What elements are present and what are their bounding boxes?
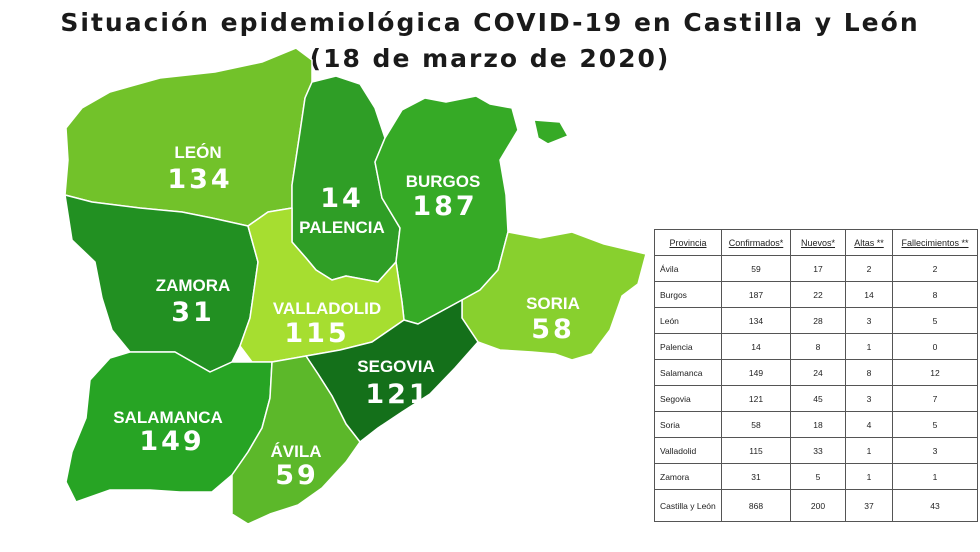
table-cell: 43 (892, 489, 978, 522)
table-cell: 3 (845, 307, 893, 334)
covid-table: Provincia Confirmados* Nuevos* Altas ** … (654, 229, 978, 522)
province-leon[interactable] (64, 47, 313, 227)
label-leon-name: LEÓN (174, 143, 221, 162)
table-cell: 22 (790, 281, 846, 308)
label-palencia-name: PALENCIA (299, 218, 385, 237)
table-row: Ávila 59 17 2 2 (654, 255, 978, 282)
table-cell: 18 (790, 411, 846, 438)
map-title: Situación epidemiológica COVID-19 en Cas… (60, 8, 920, 37)
table-cell: 0 (892, 333, 978, 360)
table-cell: 1 (845, 437, 893, 464)
header-confirmados: Confirmados* (721, 229, 791, 256)
label-segovia-name: SEGOVIA (357, 357, 434, 376)
label-palencia-cases: 14 (320, 183, 364, 214)
table-cell-provincia: Palencia (654, 333, 722, 360)
castilla-leon-map: LEÓN 134 14 PALENCIA BURGOS 187 ZAMORA 3… (64, 47, 647, 525)
table-cell: 5 (892, 411, 978, 438)
header-nuevos: Nuevos* (790, 229, 846, 256)
table-cell: 58 (721, 411, 791, 438)
table-cell: 45 (790, 385, 846, 412)
table-cell: 134 (721, 307, 791, 334)
table-cell-provincia: Ávila (654, 255, 722, 282)
table-row: Castilla y León 868 200 37 43 (654, 489, 978, 522)
table-cell: 14 (721, 333, 791, 360)
table-cell: 8 (845, 359, 893, 386)
table-row: Segovia 121 45 3 7 (654, 385, 978, 412)
table-row: León 134 28 3 5 (654, 307, 978, 334)
label-salamanca-cases: 149 (139, 426, 204, 457)
table-cell-provincia: Zamora (654, 463, 722, 490)
table-row: Salamanca 149 24 8 12 (654, 359, 978, 386)
table-cell-provincia: Salamanca (654, 359, 722, 386)
label-soria-name: SORIA (526, 294, 580, 313)
table-row: Burgos 187 22 14 8 (654, 281, 978, 308)
label-salamanca-name: SALAMANCA (113, 408, 223, 427)
province-avila[interactable] (231, 355, 361, 525)
table-cell: 2 (892, 255, 978, 282)
table-cell: 121 (721, 385, 791, 412)
province-salamanca[interactable] (65, 351, 273, 503)
label-burgos-name: BURGOS (406, 172, 481, 191)
table-cell-provincia: Segovia (654, 385, 722, 412)
label-valladolid-name: VALLADOLID (273, 299, 381, 318)
map-date: (18 de marzo de 2020) (309, 44, 671, 73)
table-cell: 5 (892, 307, 978, 334)
table-row: Valladolid 115 33 1 3 (654, 437, 978, 464)
table-row: Soria 58 18 4 5 (654, 411, 978, 438)
table-cell: 14 (845, 281, 893, 308)
table-cell-provincia: Soria (654, 411, 722, 438)
table-cell-provincia: Valladolid (654, 437, 722, 464)
table-row: Zamora 31 5 1 1 (654, 463, 978, 490)
label-segovia-cases: 121 (365, 379, 430, 410)
header-fallecimientos: Fallecimientos ** (892, 229, 978, 256)
label-soria-cases: 58 (531, 314, 575, 345)
table-cell: 24 (790, 359, 846, 386)
table-cell: 28 (790, 307, 846, 334)
table-cell: 5 (790, 463, 846, 490)
table-cell: 868 (721, 489, 791, 522)
table-cell: 115 (721, 437, 791, 464)
table-cell: 37 (845, 489, 893, 522)
table-cell: 200 (790, 489, 846, 522)
table-cell: 1 (892, 463, 978, 490)
table-cell: 8 (892, 281, 978, 308)
table-cell-provincia: León (654, 307, 722, 334)
table-cell: 1 (845, 463, 893, 490)
table-cell: 31 (721, 463, 791, 490)
table-row: Palencia 14 8 1 0 (654, 333, 978, 360)
label-avila-name: ÁVILA (271, 442, 322, 461)
table-cell: 7 (892, 385, 978, 412)
table-cell: 8 (790, 333, 846, 360)
label-zamora-name: ZAMORA (156, 276, 231, 295)
label-leon-cases: 134 (167, 164, 232, 195)
table-cell: 2 (845, 255, 893, 282)
table-cell-provincia: Castilla y León (654, 489, 722, 522)
table-cell: 12 (892, 359, 978, 386)
province-zamora[interactable] (64, 194, 259, 373)
table-cell-provincia: Burgos (654, 281, 722, 308)
label-valladolid-cases: 115 (284, 318, 349, 349)
label-zamora-cases: 31 (171, 297, 215, 328)
province-segovia[interactable] (305, 299, 479, 443)
table-header-row: Provincia Confirmados* Nuevos* Altas ** … (654, 229, 978, 256)
table-cell: 59 (721, 255, 791, 282)
header-altas: Altas ** (845, 229, 893, 256)
table-cell: 4 (845, 411, 893, 438)
label-burgos-cases: 187 (412, 191, 477, 222)
header-provincia: Provincia (654, 229, 722, 256)
table-cell: 1 (845, 333, 893, 360)
table-cell: 187 (721, 281, 791, 308)
province-valladolid[interactable] (239, 207, 405, 363)
label-avila-cases: 59 (275, 460, 319, 491)
table-cell: 149 (721, 359, 791, 386)
table-cell: 3 (845, 385, 893, 412)
table-cell: 3 (892, 437, 978, 464)
table-cell: 17 (790, 255, 846, 282)
table-cell: 33 (790, 437, 846, 464)
